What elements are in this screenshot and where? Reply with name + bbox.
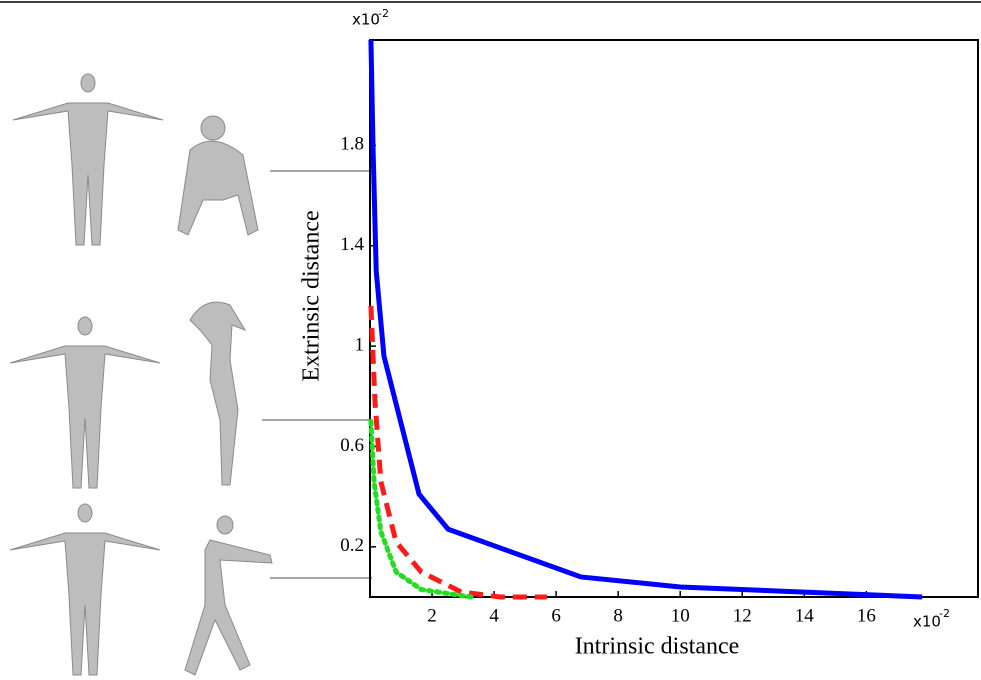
plot-frame bbox=[369, 39, 979, 598]
y-multiplier: x10 bbox=[352, 11, 380, 29]
curve bbox=[368, 39, 923, 600]
connector-lines bbox=[262, 170, 372, 579]
x-multiplier: x10 bbox=[913, 613, 941, 631]
x-tick-label: 14 bbox=[795, 605, 815, 626]
x-tick-label: 8 bbox=[613, 605, 623, 626]
curve bbox=[368, 305, 547, 600]
y-tick-label: 1 bbox=[355, 334, 365, 355]
y-tick-label: 1.8 bbox=[340, 134, 364, 155]
y-axis-label: Extrinsic distance bbox=[299, 210, 325, 381]
x-tick-label: 12 bbox=[733, 605, 752, 626]
x-tick-label: 6 bbox=[551, 605, 561, 626]
x-axis-label: Intrinsic distance bbox=[575, 634, 740, 660]
x-tick-label: 2 bbox=[427, 605, 437, 626]
x-tick-label: 10 bbox=[671, 605, 690, 626]
y-tick-label: 1.4 bbox=[340, 234, 364, 255]
y-tick-label: 0.2 bbox=[340, 535, 364, 556]
y-multiplier-exponent: -2 bbox=[378, 7, 389, 20]
curve bbox=[368, 418, 474, 600]
y-tick-label: 0.6 bbox=[340, 435, 364, 456]
shape-thumbnails bbox=[9, 73, 273, 676]
x-tick-label: 16 bbox=[857, 605, 876, 626]
x-multiplier-exponent: -2 bbox=[939, 607, 950, 620]
x-tick-label: 4 bbox=[489, 605, 499, 626]
